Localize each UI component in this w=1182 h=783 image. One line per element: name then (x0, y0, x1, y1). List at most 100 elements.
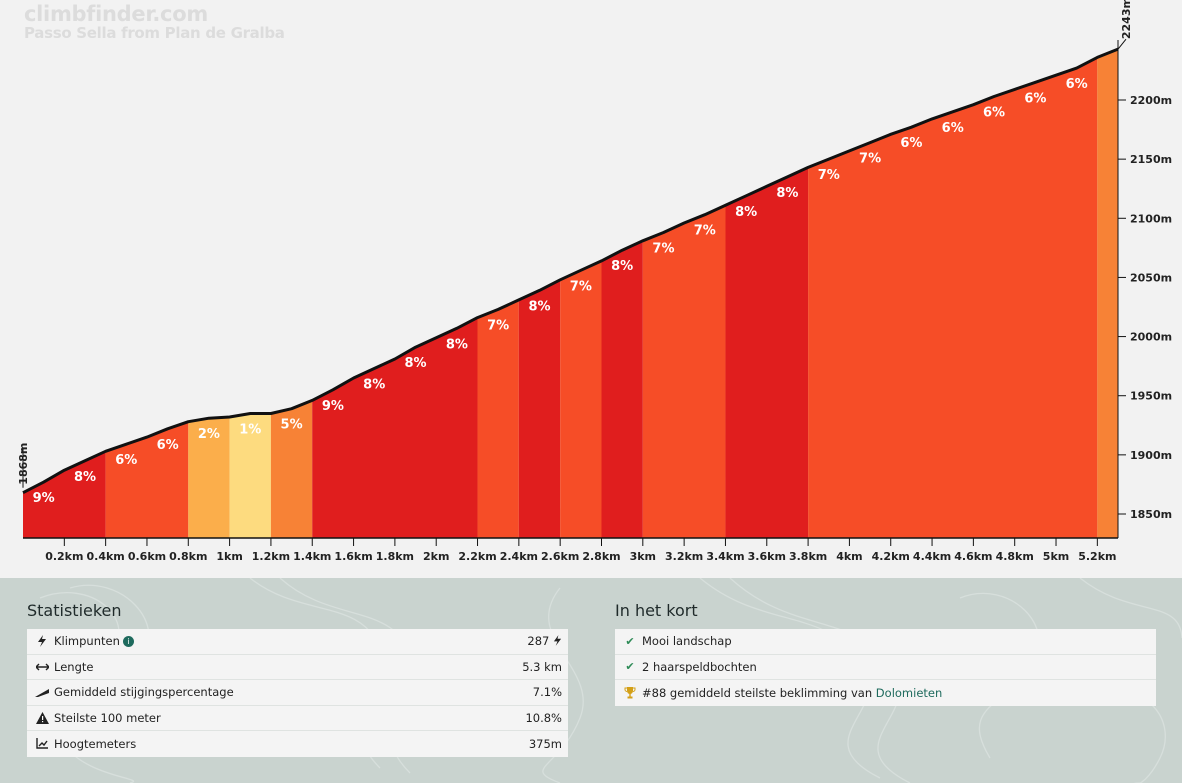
grade-segment (270, 400, 313, 538)
x-tick-label: 3.2km (665, 550, 703, 563)
grade-segment (229, 413, 271, 538)
grade-label: 2% (198, 427, 220, 442)
end-elevation-label: 2243m (1120, 0, 1133, 39)
stats-box: Statistieken Klimpunten i 287 Lengte 5.3 … (27, 601, 568, 757)
check-icon: ✔ (625, 660, 635, 674)
grade-segment (23, 451, 106, 538)
x-tick-label: 0.8km (169, 550, 207, 563)
grade-label: 6% (1066, 77, 1088, 92)
grade-segment (560, 260, 602, 538)
y-tick-label: 2050m (1130, 271, 1172, 284)
dolomieten-link[interactable]: Dolomieten (875, 685, 943, 700)
x-tick-label: 4.4km (913, 550, 951, 563)
start-elevation-label: 1868m (17, 443, 30, 485)
stats-row-gemiddeld: Gemiddeld stijgingspercentage 7.1% (27, 680, 568, 706)
summary-item-label: Mooi landschap (642, 634, 732, 649)
gemiddeld-value: 7.1% (532, 685, 562, 700)
summary-title: In het kort (615, 601, 698, 620)
info-icon[interactable]: i (122, 636, 134, 648)
summary-item: ✔ Mooi landschap (615, 629, 1156, 655)
grade-label: 8% (776, 186, 798, 201)
grade-label: 6% (115, 453, 137, 468)
summary-item-label: 2 haarspeldbochten (642, 659, 757, 674)
grade-label: 1% (239, 422, 261, 437)
watermark-subtitle: Passo Sella from Plan de Gralba (24, 24, 285, 42)
arrows-horizontal-icon (34, 663, 50, 671)
stats-row-klimpunten: Klimpunten i 287 (27, 629, 568, 655)
grade-segment (312, 317, 478, 538)
y-tick-label: 2100m (1130, 212, 1172, 225)
grade-segment (601, 240, 643, 539)
x-tick-label: 4km (836, 550, 862, 563)
bolt-icon (553, 635, 562, 647)
grade-label: 8% (611, 259, 633, 274)
grade-segment (477, 299, 519, 538)
summary-item: ✔ 2 haarspeldbochten (615, 655, 1156, 680)
y-tick-label: 1850m (1130, 508, 1172, 521)
grade-label: 9% (322, 399, 344, 414)
x-tick-label: 3.8km (789, 550, 827, 563)
y-tick-label: 2200m (1130, 94, 1172, 107)
grade-label: 6% (983, 105, 1005, 120)
grade-segment (642, 205, 726, 539)
x-tick-label: 2km (423, 550, 449, 563)
x-tick-label: 4.8km (996, 550, 1034, 563)
ranking-text: #88 gemiddeld steilste beklimming van (642, 685, 876, 700)
grade-label: 9% (33, 491, 55, 506)
grade-segment (1097, 49, 1118, 538)
hoogtemeters-value: 375m (528, 736, 562, 751)
stats-row-lengte: Lengte 5.3 km (27, 655, 568, 680)
grade-label: 6% (900, 136, 922, 151)
grade-label: 6% (942, 121, 964, 136)
y-tick-label: 2150m (1130, 153, 1172, 166)
grade-label: 6% (157, 438, 179, 453)
grade-label: 8% (74, 470, 96, 485)
x-tick-label: 2.8km (582, 550, 620, 563)
grade-label: 8% (405, 356, 427, 371)
steilste-value: 10.8% (525, 710, 562, 725)
grade-segment (188, 417, 230, 538)
x-tick-label: 1.2km (252, 550, 290, 563)
x-tick-label: 5km (1043, 550, 1069, 563)
warning-icon (34, 711, 50, 724)
lengte-label: Lengte (54, 659, 94, 674)
x-tick-label: 0.4km (87, 550, 125, 563)
profile-line (22, 47, 1119, 495)
x-tick-label: 4.6km (954, 550, 992, 563)
hoogtemeters-label: Hoogtemeters (54, 736, 137, 751)
x-tick-label: 0.2km (45, 550, 83, 563)
check-icon: ✔ (625, 634, 635, 648)
watermark-title: climbfinder.com (24, 2, 208, 26)
grade-label: 7% (818, 168, 840, 183)
chart-svg: 9% 8% 6% 6% 2% 1% 5% 9% 8% 8% 8% 7% 8% 7% 8% 7% 7% 8% 8% 7%… (17, 0, 1172, 563)
x-tick-label: 1.6km (334, 550, 372, 563)
summary-box: In het kort ✔ Mooi landschap ✔ 2 haarspe… (615, 601, 1156, 706)
grade-label: 7% (859, 152, 881, 167)
bolt-icon (34, 635, 50, 648)
lengte-value: 5.3 km (522, 659, 562, 674)
x-tick-label: 3km (630, 550, 656, 563)
grade-segment (105, 421, 189, 538)
stats-title: Statistieken (27, 601, 122, 620)
stats-row-hoogtemeters: Hoogtemeters 375m (27, 731, 568, 757)
x-tick-label: 4.2km (872, 550, 910, 563)
x-tick-label: 3.4km (706, 550, 744, 563)
grade-segment (725, 167, 809, 538)
x-tick-label: 1.4km (293, 550, 331, 563)
chart-line-icon (34, 738, 50, 749)
stats-list: Klimpunten i 287 Lengte 5.3 km Gemiddeld … (27, 629, 568, 757)
klimpunten-label: Klimpunten (54, 634, 120, 649)
gemiddeld-label: Gemiddeld stijgingspercentage (54, 685, 234, 700)
x-tick-label: 5.2km (1078, 550, 1116, 563)
grade-label: 8% (528, 299, 550, 314)
grade-label: 7% (652, 241, 674, 256)
x-tick-label: 2.6km (541, 550, 579, 563)
klimpunten-value: 287 (527, 634, 550, 649)
grade-label: 8% (363, 378, 385, 393)
steilste-label: Steilste 100 meter (54, 710, 161, 725)
info-panel: Statistieken Klimpunten i 287 Lengte 5.3 … (0, 578, 1182, 783)
x-tick-label: 2.2km (458, 550, 496, 563)
grade-segment (518, 279, 561, 538)
y-tick-label: 1950m (1130, 390, 1172, 403)
summary-item: #88 gemiddeld steilste beklimming van Do… (615, 680, 1156, 706)
